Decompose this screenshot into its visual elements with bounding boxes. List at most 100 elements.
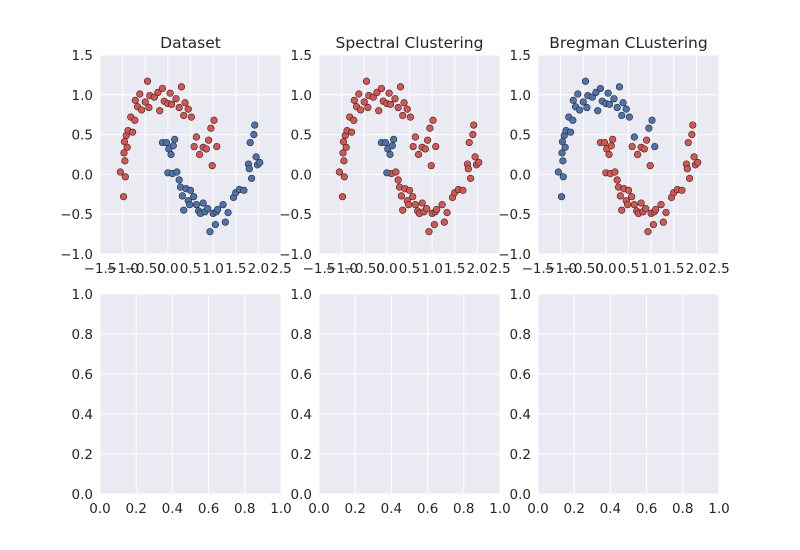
scatter-point xyxy=(338,193,347,201)
scatter-point xyxy=(558,149,566,157)
x-tick-label: 1.5 xyxy=(444,261,465,277)
scatter-point xyxy=(213,142,221,151)
scatter-point xyxy=(158,84,167,93)
scatter-point xyxy=(204,205,212,213)
scatter-point xyxy=(131,96,139,104)
scatter-point xyxy=(339,149,347,157)
scatter-point xyxy=(625,113,634,121)
scatter-point xyxy=(605,100,614,108)
scatter-point xyxy=(128,128,137,136)
y-tick-label: −0.5 xyxy=(498,207,531,223)
x-tick-label: 2.0 xyxy=(686,261,707,277)
scatter-series-2 xyxy=(377,135,398,177)
x-tick-label: 1.0 xyxy=(270,501,291,517)
scatter-point xyxy=(637,199,645,207)
x-tick-label: 2.5 xyxy=(708,261,729,277)
scatter-point xyxy=(116,168,124,176)
scatter-point xyxy=(246,138,254,147)
x-tick-label: 0.8 xyxy=(453,501,474,517)
scatter-point xyxy=(423,205,431,213)
y-tick-label: 0.0 xyxy=(72,487,93,503)
scatter-point xyxy=(440,218,448,226)
scatter-point xyxy=(469,131,477,139)
scatter-point xyxy=(554,168,562,176)
scatter-point xyxy=(377,84,386,93)
x-tick-label: 1.0 xyxy=(202,261,223,277)
scatter-point xyxy=(566,128,575,136)
scatter-point xyxy=(171,135,179,143)
scatter-point xyxy=(403,105,411,113)
scatter-point xyxy=(185,201,194,209)
scatter-point xyxy=(662,209,670,217)
scatter-point xyxy=(433,205,441,214)
scatter-point xyxy=(648,116,656,124)
scatter-point xyxy=(688,131,696,139)
x-tick-label: −1.5 xyxy=(84,261,117,277)
scatter-point xyxy=(388,142,396,150)
scatter-point xyxy=(414,150,423,159)
scatter-point xyxy=(252,153,260,161)
scatter-point xyxy=(383,169,391,177)
scatter-point xyxy=(247,174,256,182)
subplot-6: 0.0 0.2 0.4 0.6 0.8 1.0 0.0 0.2 0.4 0.6 0.8 1.0 xyxy=(510,287,730,517)
x-tick-label: 0.4 xyxy=(162,501,183,517)
subplot-3: −1.5−1.0−0.500.0 0.5 1.0 1.5 2.0 2.5−1.0−0.50… xyxy=(498,34,730,277)
scatter-point xyxy=(192,133,200,141)
subplot-title: Dataset xyxy=(160,34,221,52)
y-tick-label: 1.5 xyxy=(510,48,531,64)
scatter-point xyxy=(622,105,630,113)
scatter-point xyxy=(607,142,615,150)
scatter-point xyxy=(245,165,253,173)
y-tick-label: 0.0 xyxy=(291,487,312,503)
scatter-point xyxy=(154,88,162,97)
scatter-point xyxy=(652,205,660,214)
x-tick-label: 0.0 xyxy=(308,501,329,517)
scatter-point xyxy=(347,128,356,136)
scatter-point xyxy=(657,201,665,209)
x-tick-label: 0.4 xyxy=(600,501,621,517)
scatter-point xyxy=(256,158,264,167)
scatter-point xyxy=(633,150,642,159)
scatter-point xyxy=(131,116,139,124)
scatter-point xyxy=(180,111,188,120)
scatter-point xyxy=(175,103,183,112)
scatter-point xyxy=(206,228,214,236)
scatter-point xyxy=(421,145,429,153)
scatter-point xyxy=(569,96,577,104)
scatter-point xyxy=(424,136,432,144)
scatter-point xyxy=(121,173,129,181)
subplot-1: −1.5−1.0−0.500.0 0.5 1.0 1.5 2.0 2.5−1.0−0.50… xyxy=(60,34,292,277)
x-tick-label: 0.0 xyxy=(89,501,110,517)
scatter-point xyxy=(618,206,626,214)
scatter-point xyxy=(207,124,215,132)
x-tick-label: −1.5 xyxy=(522,261,555,277)
scatter-point xyxy=(642,136,651,144)
scatter-point xyxy=(471,153,479,161)
scatter-point xyxy=(178,192,186,200)
subplot-title: Spectral Clustering xyxy=(336,34,484,52)
x-tick-label: 0.8 xyxy=(672,501,693,517)
scatter-point xyxy=(391,95,399,103)
scatter-point xyxy=(350,116,358,124)
scatter-point xyxy=(251,121,259,129)
x-tick-label: 0.0 xyxy=(527,501,548,517)
scatter-point xyxy=(180,206,188,214)
scatter-point xyxy=(651,142,659,151)
scatter-point xyxy=(600,138,609,147)
scatter-point xyxy=(615,83,624,91)
scatter-point xyxy=(119,193,128,201)
scatter-point xyxy=(685,174,694,182)
scatter-point xyxy=(624,186,633,194)
scatter-point xyxy=(613,176,621,184)
y-tick-label: 0.2 xyxy=(72,447,93,463)
scatter-point xyxy=(418,199,426,207)
scatter-point xyxy=(167,100,176,108)
x-tick-label: −0.50 xyxy=(125,261,166,277)
x-tick-label: 0.6 xyxy=(417,501,438,517)
y-tick-label: 1.5 xyxy=(72,48,93,64)
y-tick-label: 1.0 xyxy=(510,287,531,303)
y-tick-label: 0.6 xyxy=(72,367,93,383)
x-tick-label: 0.6 xyxy=(636,501,657,517)
scatter-point xyxy=(162,138,171,147)
scatter-point xyxy=(190,142,198,151)
